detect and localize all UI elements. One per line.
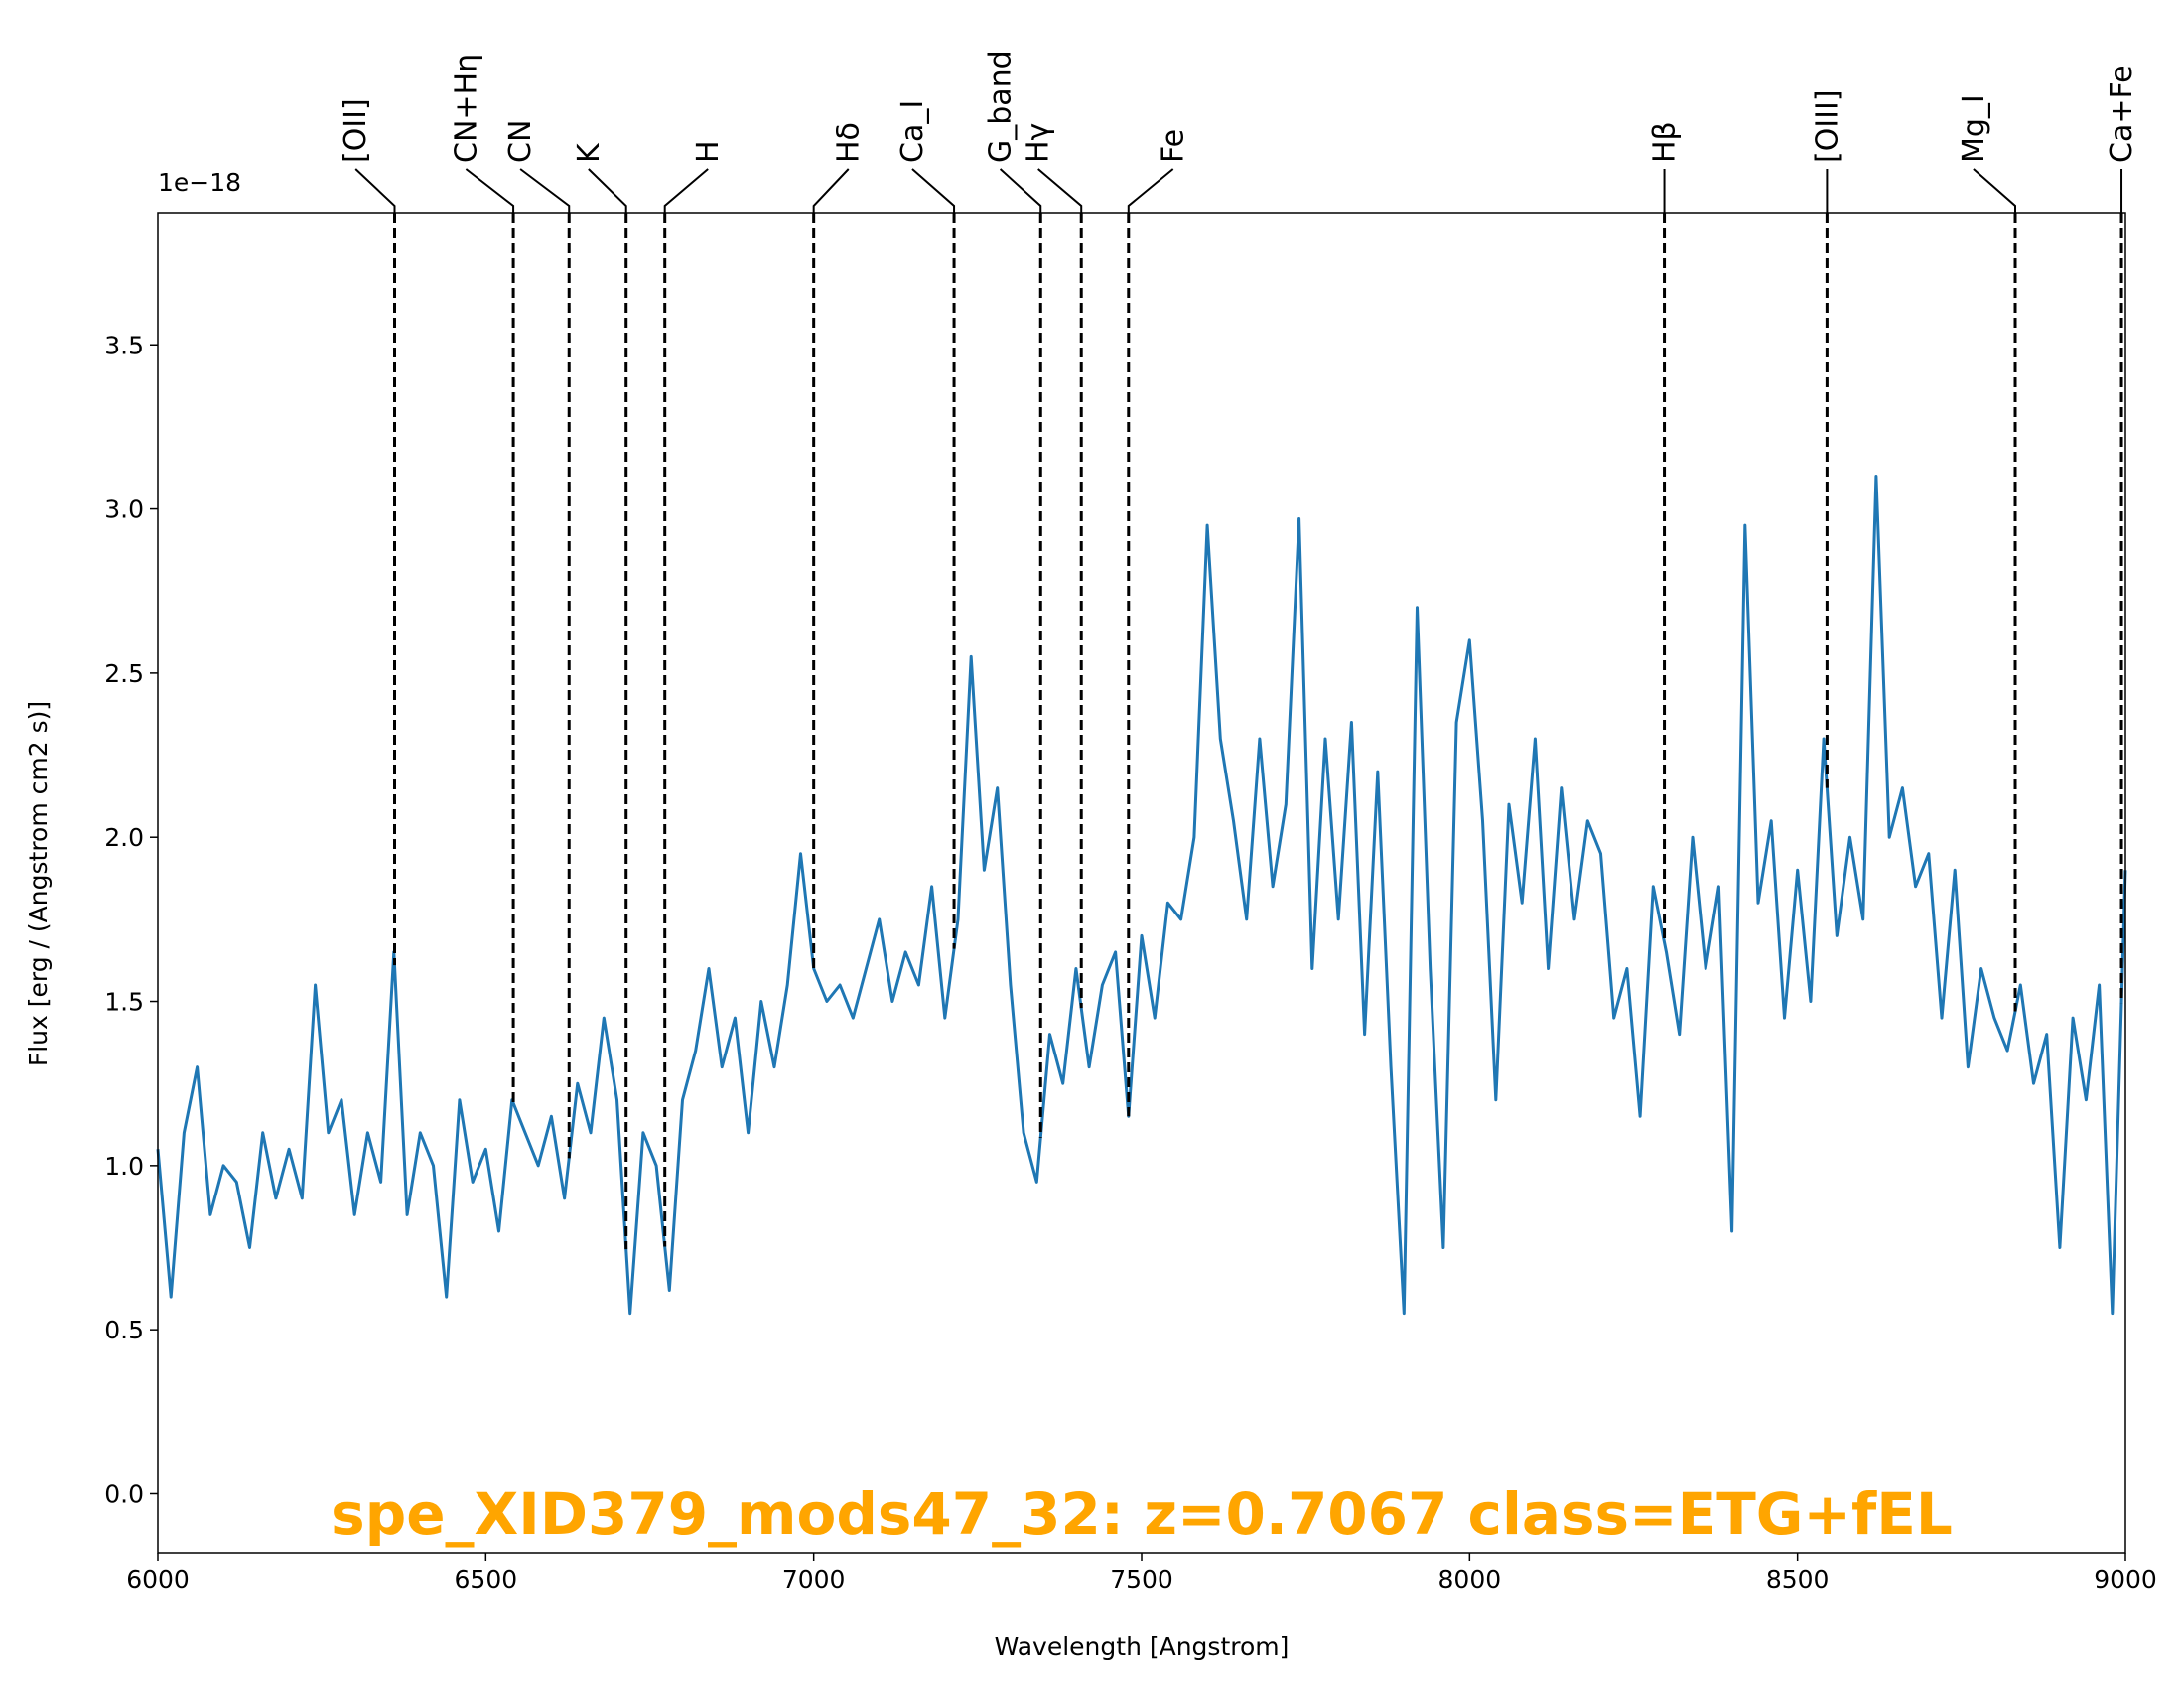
x-tick-label: 6000 bbox=[126, 1565, 190, 1594]
x-tick-label: 8000 bbox=[1438, 1565, 1502, 1594]
plot-frame bbox=[157, 212, 2126, 1554]
line-label: Fe bbox=[1157, 129, 1191, 163]
label-leader bbox=[911, 168, 956, 213]
x-tick-label: 7000 bbox=[782, 1565, 846, 1594]
line-label: H bbox=[691, 140, 726, 163]
y-tick-label: 2.5 bbox=[104, 659, 144, 688]
y-tick-label: 2.0 bbox=[104, 823, 144, 852]
label-leader bbox=[1973, 168, 2017, 213]
line-label: [OII] bbox=[339, 98, 373, 163]
y-offset-label: 1e−18 bbox=[158, 168, 241, 197]
label-leader bbox=[354, 168, 396, 213]
y-tick-label: 3.0 bbox=[104, 495, 144, 524]
x-tick-label: 6500 bbox=[455, 1565, 518, 1594]
x-tick-label: 9000 bbox=[2094, 1565, 2157, 1594]
label-leader bbox=[1127, 168, 1174, 213]
chart-title: spe_XID379_mods47_32: z=0.7067 class=ETG… bbox=[331, 1480, 1953, 1548]
y-tick-label: 0.5 bbox=[104, 1316, 144, 1344]
label-leader bbox=[519, 168, 571, 213]
line-label: Hβ bbox=[1648, 121, 1683, 163]
line-label: CN+Hη bbox=[449, 54, 483, 163]
line-label: CN bbox=[503, 120, 538, 163]
line-label: [OIII] bbox=[1810, 89, 1844, 163]
y-tick-label: 3.5 bbox=[104, 331, 144, 359]
x-tick-label: 8500 bbox=[1766, 1565, 1830, 1594]
label-leader bbox=[812, 168, 850, 213]
y-tick-label: 1.0 bbox=[104, 1152, 144, 1181]
label-leader bbox=[999, 168, 1042, 213]
line-label: G_band bbox=[984, 50, 1019, 163]
label-leader bbox=[465, 168, 515, 213]
line-label: Hγ bbox=[1022, 123, 1056, 163]
y-tick-label: 0.0 bbox=[104, 1479, 144, 1508]
line-label: K bbox=[572, 142, 607, 163]
y-tick-label: 1.5 bbox=[104, 988, 144, 1017]
label-leader bbox=[1037, 168, 1083, 213]
spectrum-line bbox=[156, 475, 2127, 1316]
y-axis-label: Flux [erg / (Angstrom cm2 s)] bbox=[24, 701, 53, 1066]
line-label: Ca_I bbox=[895, 100, 930, 163]
line-label: Hδ bbox=[832, 122, 867, 163]
line-label: Mg_I bbox=[1957, 94, 1991, 163]
label-leader bbox=[663, 168, 709, 213]
x-tick-label: 7500 bbox=[1110, 1565, 1173, 1594]
label-leader bbox=[588, 168, 627, 213]
line-label: Ca+Fe bbox=[2105, 65, 2139, 163]
x-axis-label: Wavelength [Angstrom] bbox=[995, 1632, 1290, 1661]
